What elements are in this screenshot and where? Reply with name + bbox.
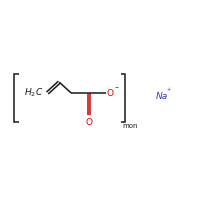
Text: O: O: [106, 89, 113, 98]
Text: $H_2C$: $H_2C$: [24, 87, 43, 99]
Text: mon: mon: [123, 123, 138, 129]
Text: $\mathregular{^{+}}$: $\mathregular{^{+}}$: [166, 87, 172, 93]
Text: O: O: [86, 118, 93, 127]
Text: $\mathregular{^{-}}$: $\mathregular{^{-}}$: [114, 85, 119, 91]
Text: Na: Na: [156, 92, 168, 101]
